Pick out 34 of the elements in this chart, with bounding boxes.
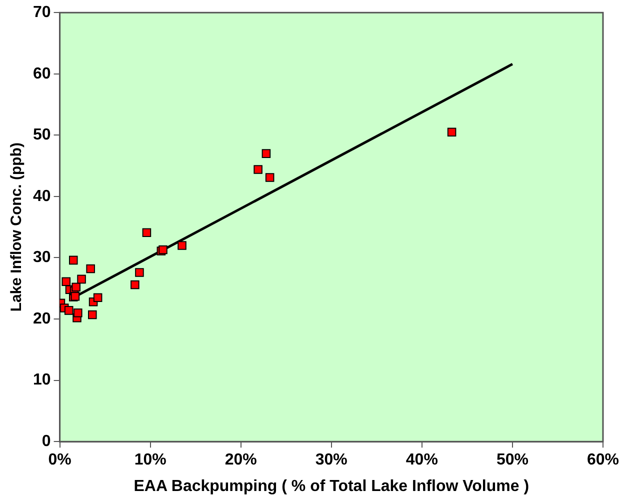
point [62,277,71,286]
x-tick-label: 20% [224,452,257,469]
y-axis-title: Lake Inflow Conc. (ppb) [8,142,26,312]
y-tick-label: 40 [33,188,51,205]
x-tick-label: 0% [48,452,72,469]
point [86,264,95,274]
y-tick-label: 10 [33,372,51,389]
point [265,173,274,182]
y-tick-label: 60 [33,65,51,82]
point [178,241,186,250]
y-tick-label: 30 [33,249,51,266]
point [142,228,152,238]
point [77,274,86,284]
point [254,165,262,174]
y-tick-label: 20 [33,310,51,328]
point [447,128,456,136]
x-tick-label: 40% [406,452,438,469]
point [88,310,97,320]
x-tick-label: 30% [315,452,348,469]
point [64,306,74,315]
x-axis-title: EAA Backpumping ( % of Total Lake Inflow Volume ) [134,478,530,495]
x-tick-label: 50% [496,452,528,469]
point [262,149,271,158]
point [74,308,82,318]
point [68,256,78,265]
y-tick-label: 50 [33,126,51,144]
point [130,280,140,290]
point [72,282,80,292]
x-tick-label: 10% [134,452,166,469]
point [135,268,144,277]
x-tick-label: 60% [586,452,620,469]
y-tick-label: 70 [33,4,51,22]
y-tick-label: 0 [42,433,51,450]
point [93,293,102,302]
